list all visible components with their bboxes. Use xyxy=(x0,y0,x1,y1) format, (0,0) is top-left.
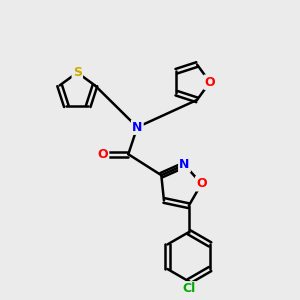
Text: Cl: Cl xyxy=(182,282,195,295)
Text: O: O xyxy=(196,177,207,190)
Text: O: O xyxy=(98,148,108,161)
Text: O: O xyxy=(205,76,215,89)
Text: S: S xyxy=(73,66,82,79)
Text: N: N xyxy=(132,121,142,134)
Text: N: N xyxy=(179,158,190,171)
